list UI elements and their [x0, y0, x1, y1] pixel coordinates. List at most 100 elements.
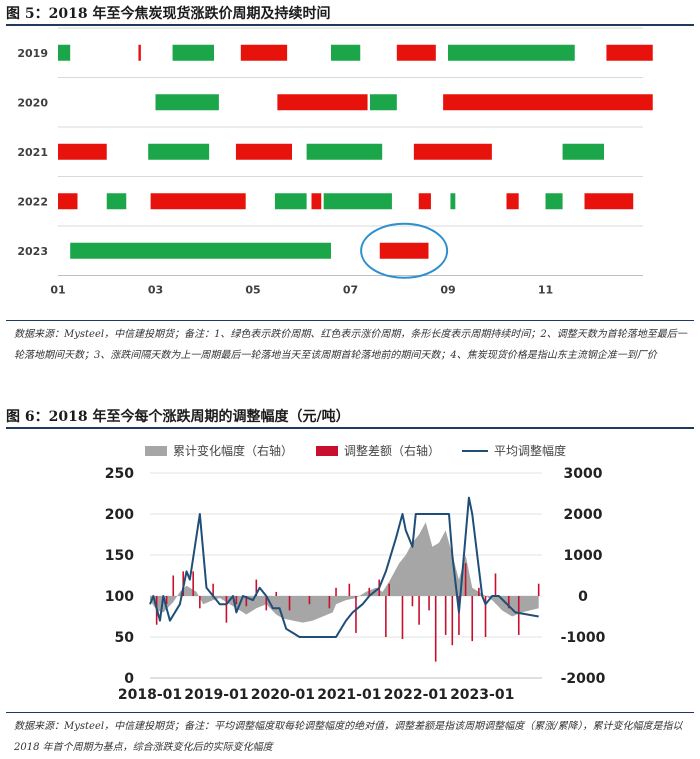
adjustment-difference-bar	[172, 575, 175, 596]
rise-period-bar	[235, 143, 292, 160]
rise-period-bar	[418, 193, 431, 210]
combo-line-series	[149, 496, 539, 638]
adjustment-difference-bar	[348, 583, 351, 596]
adjustment-difference-bar	[255, 579, 258, 596]
fall-period-bar	[370, 94, 397, 111]
timeline-year-label: 2023	[17, 245, 48, 258]
timeline-bars	[58, 44, 653, 259]
right-axis-tick-label: 0	[578, 589, 588, 605]
rise-period-bar	[150, 193, 246, 210]
fall-period-bar	[306, 143, 383, 160]
figure6-note: 数据来源：Mysteel，中信建投期货；备注：平均调整幅度取每轮调整幅度的绝对值…	[14, 721, 683, 753]
timeline-chart: 2019 2020 2021 2022 2023 01 03 05 07 09 11	[17, 27, 653, 297]
fall-period-bar	[545, 193, 563, 210]
adjustment-difference-bar	[308, 596, 311, 605]
fall-period-bar	[274, 193, 307, 210]
timeline-x-tick-label: 07	[343, 284, 358, 297]
timeline-x-tick-label: 05	[245, 284, 260, 297]
fall-period-bar	[562, 143, 604, 160]
adjustment-difference-bar	[464, 563, 467, 596]
adjustment-difference-bar	[434, 596, 437, 662]
x-axis-tick-label: 2023-01	[450, 687, 514, 703]
figure5-top-rule	[6, 24, 694, 26]
adjustment-difference-bar	[165, 596, 168, 605]
legend-swatch-line	[462, 449, 488, 452]
timeline-year-label: 2020	[17, 96, 48, 109]
adjustment-difference-bar	[199, 596, 201, 609]
adjustment-difference-bar	[401, 596, 404, 640]
cumulative-change-area	[150, 522, 539, 623]
rise-period-bar	[138, 44, 141, 61]
fall-period-bar	[58, 44, 71, 61]
adjustment-difference-bar	[388, 583, 390, 596]
adjustment-difference-bar	[517, 596, 520, 635]
adjustment-difference-bar	[288, 596, 291, 611]
adjustment-difference-bar	[484, 596, 487, 637]
chart-legend: 累计变化幅度（右轴） 调整差额（右轴） 平均调整幅度	[0, 440, 700, 460]
legend-swatch-bar	[316, 445, 338, 456]
fall-period-bar	[155, 94, 219, 111]
fall-period-bar	[448, 44, 575, 61]
adjustment-difference-bar	[444, 596, 447, 635]
figure6-top-rule	[6, 427, 694, 429]
legend-swatch-area	[145, 445, 167, 456]
rise-period-bar	[311, 193, 322, 210]
rise-period-bar	[584, 193, 634, 210]
adjustment-difference-bar	[428, 596, 430, 611]
figure5-title: 图 5：2018 年至今焦炭现货涨跌价周期及持续时间	[6, 6, 331, 22]
adjustment-difference-bar	[411, 596, 414, 607]
adjustment-difference-bar	[478, 587, 480, 596]
left-axis-tick-label: 50	[115, 630, 135, 646]
adjustment-difference-bar	[235, 596, 238, 605]
adjustment-difference-bar	[335, 587, 337, 596]
figure5-note: 数据来源：Mysteel，中信建投期货；备注：1、绿色表示跌价周期、红色表示涨价…	[14, 329, 687, 361]
adjustment-difference-bar	[458, 596, 460, 635]
figure6-title: 图 6：2018 年至今每个涨跌周期的调整幅度（元/吨）	[6, 409, 350, 425]
rise-period-bar	[396, 44, 436, 61]
fall-period-bar	[331, 44, 361, 61]
x-axis-tick-label: 2020-01	[251, 687, 315, 703]
right-axis-tick-label: 3000	[564, 466, 603, 482]
right-axis-tick-label: -2000	[561, 671, 606, 687]
adjustment-difference-bar	[275, 591, 278, 596]
right-axis-tick-label: -1000	[561, 630, 606, 646]
adjustment-difference-bar	[451, 596, 454, 646]
combo-bar-series	[155, 563, 540, 662]
timeline-x-tick-label: 11	[538, 284, 553, 297]
left-axis-tick-label: 150	[105, 548, 134, 564]
timeline-x-tick-label: 09	[440, 284, 455, 297]
combo-area-series	[150, 522, 539, 623]
adjustment-difference-bar	[192, 571, 194, 596]
timeline-year-label: 2021	[17, 146, 48, 159]
x-axis-tick-label: 2018-01	[118, 687, 182, 703]
adjustment-difference-bar	[418, 596, 420, 625]
rise-period-bar	[277, 94, 368, 111]
timeline-x-tick-label: 01	[50, 284, 65, 297]
adjustment-difference-bar	[471, 596, 474, 642]
x-axis-tick-label: 2021-01	[317, 687, 381, 703]
timeline-x-tick-label: 03	[148, 284, 163, 297]
legend-item-diff: 调整差额（右轴）	[316, 442, 440, 459]
timeline-year-label: 2022	[17, 195, 48, 208]
legend-label-average: 平均调整幅度	[494, 444, 567, 458]
rise-period-bar	[413, 143, 492, 160]
adjustment-difference-bar	[245, 596, 248, 607]
right-axis-tick-label: 2000	[564, 507, 603, 523]
x-axis-tick-label: 2022-01	[384, 687, 448, 703]
adjustment-difference-bar	[328, 596, 331, 609]
adjustment-difference-bar	[537, 583, 540, 596]
left-axis-tick-label: 250	[105, 466, 134, 482]
left-axis-tick-label: 100	[105, 589, 134, 605]
rise-period-bar	[58, 193, 78, 210]
fall-period-bar	[106, 193, 127, 210]
legend-label-cumulative: 累计变化幅度（右轴）	[173, 444, 294, 458]
combo-x-axis: 2018-01 2019-01 2020-01 2021-01 2022-01 2023-…	[118, 677, 542, 703]
highlight-circle	[360, 222, 449, 279]
fall-period-bar	[450, 193, 456, 210]
left-axis-tick-label: 0	[124, 671, 134, 687]
left-axis-tick-label: 200	[105, 507, 134, 523]
timeline-x-axis: 01 03 05 07 09 11	[50, 275, 643, 297]
rise-period-bar	[606, 44, 653, 61]
adjustment-difference-bar	[368, 587, 371, 596]
